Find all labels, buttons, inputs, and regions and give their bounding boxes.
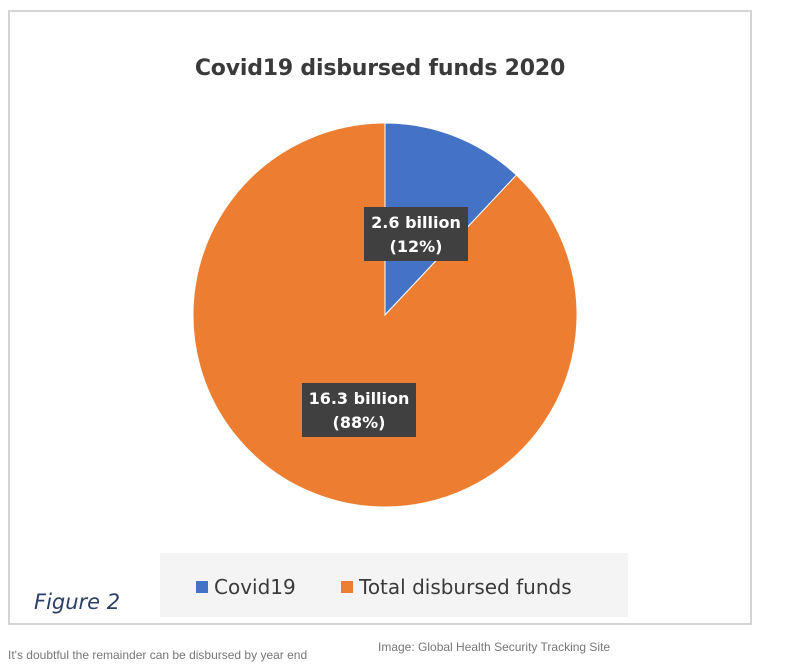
- chart-frame: Covid19 disbursed funds 2020 2.6 billion…: [8, 10, 752, 625]
- legend-label-covid19: Covid19: [214, 575, 296, 599]
- data-label-box: [302, 383, 416, 437]
- caption-right: Image: Global Health Security Tracking S…: [378, 640, 611, 654]
- figure-label: Figure 2: [34, 590, 121, 614]
- pie-slice-total-disbursed-funds: [192, 122, 578, 508]
- data-label-total-disbursed-funds: 16.3 billion (88%): [302, 383, 416, 437]
- legend-item-total-disbursed-funds: Total disbursed funds: [341, 577, 572, 597]
- data-label-percent: (88%): [333, 413, 386, 432]
- legend-swatch-total-disbursed-funds: [341, 581, 353, 593]
- data-label-value: 16.3 billion: [309, 389, 410, 408]
- legend-label-total-disbursed-funds: Total disbursed funds: [359, 575, 572, 599]
- chart-title: Covid19 disbursed funds 2020: [194, 56, 566, 81]
- data-label-box: [364, 207, 468, 261]
- pie-chart: 2.6 billion (12%) 16.3 billion (88%): [192, 122, 578, 508]
- legend: Covid19 Total disbursed funds: [160, 553, 628, 617]
- caption-left: It's doubtful the remainder can be disbu…: [8, 648, 308, 662]
- data-label-percent: (12%): [390, 237, 443, 256]
- data-label-covid19: 2.6 billion (12%): [364, 207, 468, 261]
- data-label-value: 2.6 billion: [371, 213, 461, 232]
- legend-item-covid19: Covid19: [196, 577, 296, 597]
- legend-swatch-covid19: [196, 581, 208, 593]
